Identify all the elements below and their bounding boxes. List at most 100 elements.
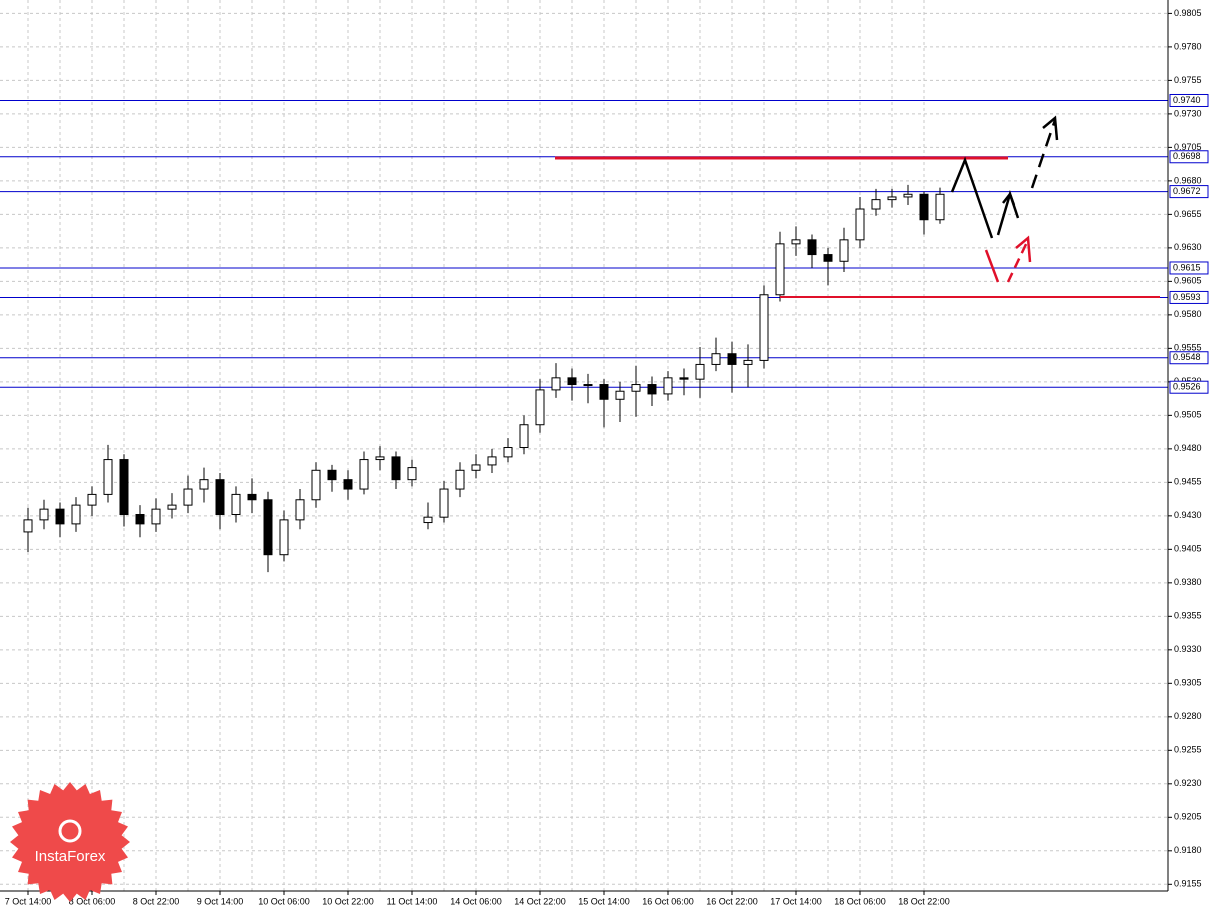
candle-body: [503, 447, 513, 458]
candle-body: [599, 384, 609, 400]
candle-body: [871, 199, 881, 210]
x-tick-label: 18 Oct 22:00: [898, 896, 950, 906]
candle-body: [103, 459, 113, 495]
candle-body: [183, 488, 193, 506]
y-tick-label: 0.9630: [1174, 242, 1202, 252]
candle-body: [87, 493, 97, 506]
y-tick-label: 0.9430: [1174, 510, 1202, 520]
candle-body: [359, 459, 369, 490]
candle-body: [791, 239, 801, 245]
y-tick-label: 0.9305: [1174, 678, 1202, 688]
candle-body: [471, 464, 481, 471]
candle-body: [71, 504, 81, 525]
y-tick-label: 0.9280: [1174, 711, 1202, 721]
y-tick-label: 0.9680: [1174, 175, 1202, 185]
y-tick-label: 0.9705: [1174, 142, 1202, 152]
candle-body: [535, 389, 545, 426]
candle-body: [231, 493, 241, 516]
y-tick-label: 0.9755: [1174, 75, 1202, 85]
y-tick-label: 0.9455: [1174, 477, 1202, 487]
alt-path: [984, 249, 1000, 283]
candles: [23, 184, 945, 573]
candle-body: [327, 469, 337, 481]
y-tick-label: 0.9380: [1174, 577, 1202, 587]
y-tick-label: 0.9205: [1174, 812, 1202, 822]
grid: [0, 0, 1168, 891]
candle-body: [807, 239, 817, 256]
candle-body: [295, 499, 305, 521]
level-label-box: [1169, 351, 1209, 365]
x-tick-label: 15 Oct 14:00: [578, 896, 630, 906]
level-label-box: [1169, 261, 1209, 275]
candle-body: [199, 479, 209, 490]
logo-icon: [58, 819, 82, 843]
level-label-box: [1169, 93, 1209, 107]
x-tick-label: 16 Oct 22:00: [706, 896, 758, 906]
candle-body: [631, 384, 641, 392]
y-tick-label: 0.9405: [1174, 544, 1202, 554]
candle-body: [551, 377, 561, 391]
y-tick-label: 0.9180: [1174, 845, 1202, 855]
candle-body: [695, 363, 705, 380]
candle-body: [151, 508, 161, 525]
candle-body: [823, 254, 833, 262]
y-tick-label: 0.9655: [1174, 209, 1202, 219]
candle-body: [839, 239, 849, 262]
logo: InstaForex: [10, 782, 130, 902]
y-tick-label: 0.9580: [1174, 309, 1202, 319]
level-label: 0.9548: [1173, 352, 1201, 362]
candle-body: [887, 196, 897, 201]
candle-body: [135, 514, 145, 525]
level-label: 0.9593: [1173, 292, 1201, 302]
y-tick-label: 0.9480: [1174, 443, 1202, 453]
forecast-path: [950, 156, 994, 239]
arrow-head: [1015, 235, 1032, 263]
y-tick-label: 0.9155: [1174, 879, 1202, 889]
level-label: 0.9526: [1173, 382, 1201, 392]
y-tick-label: 0.9555: [1174, 343, 1202, 353]
x-tick-label: 11 Oct 14:00: [387, 896, 438, 906]
candle-body: [519, 424, 529, 449]
candle-body: [279, 519, 289, 556]
candle-body: [23, 519, 33, 533]
level-label-box: [1169, 290, 1209, 304]
level-label: 0.9672: [1173, 186, 1201, 196]
candle-body: [391, 456, 401, 481]
level-label: 0.9740: [1173, 95, 1201, 105]
x-tick-label: 17 Oct 14:00: [770, 896, 822, 906]
candle-body: [375, 456, 385, 461]
alt-path: [1006, 239, 1030, 283]
candle-body: [423, 516, 433, 524]
x-tick-label: 7 Oct 14:00: [5, 896, 52, 906]
x-tick-label: 16 Oct 06:00: [642, 896, 694, 906]
x-tick-label: 14 Oct 06:00: [450, 896, 502, 906]
annotations: [555, 115, 1160, 298]
candle-body: [679, 377, 689, 380]
candle-body: [311, 469, 321, 501]
candle-body: [439, 488, 449, 518]
candle-body: [55, 508, 65, 525]
y-tick-label: 0.9780: [1174, 41, 1202, 51]
candle-body: [119, 459, 129, 516]
candle-body: [39, 508, 49, 521]
x-tick-label: 9 Oct 14:00: [197, 896, 244, 906]
level-label-box: [1169, 185, 1209, 199]
x-tick-label: 14 Oct 22:00: [514, 896, 566, 906]
levels: [0, 99, 1168, 388]
candle-body: [663, 377, 673, 395]
candle-body: [263, 499, 273, 556]
candle-body: [727, 353, 737, 365]
candle-body: [343, 479, 353, 490]
level-label: 0.9615: [1173, 262, 1201, 272]
x-tick-label: 10 Oct 06:00: [258, 896, 310, 906]
y-tick-label: 0.9505: [1174, 410, 1202, 420]
candle-body: [567, 377, 577, 386]
candle-body: [407, 467, 417, 481]
candle-body: [855, 208, 865, 241]
candle-body: [247, 493, 257, 501]
forecast-path: [1030, 119, 1057, 189]
candle-body: [647, 384, 657, 395]
y-tick-label: 0.9730: [1174, 108, 1202, 118]
